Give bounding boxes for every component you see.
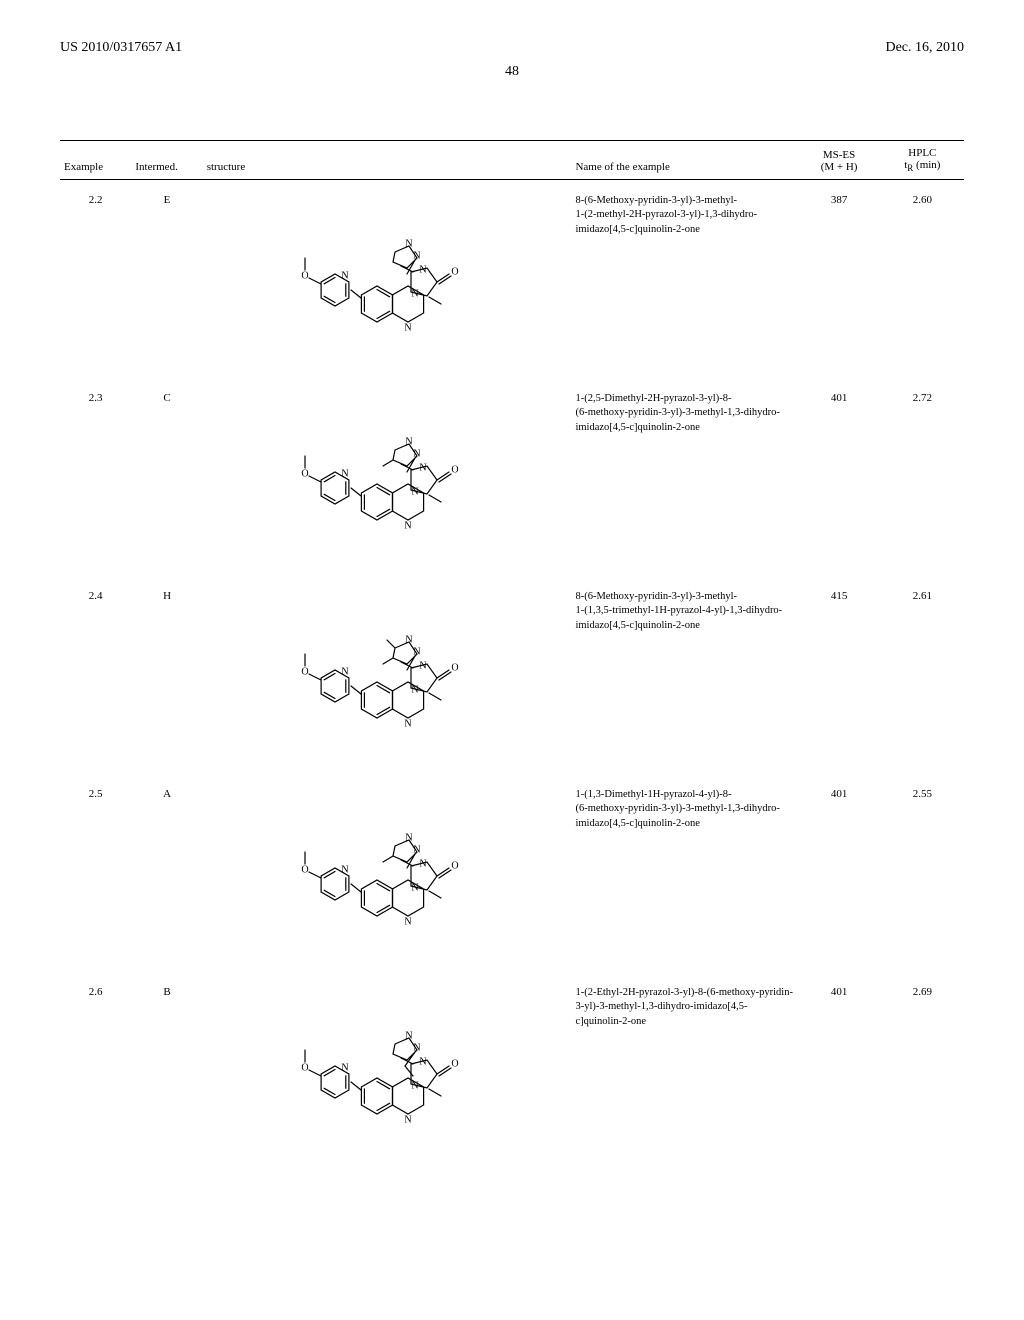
cell-hplc: 2.55	[881, 774, 964, 972]
svg-text:O: O	[451, 1058, 458, 1069]
cell-example: 2.2	[60, 180, 131, 379]
svg-text:N: N	[341, 1062, 348, 1073]
svg-text:N: N	[405, 436, 412, 447]
cell-ms: 415	[797, 576, 880, 774]
table-row: 2.4 H NNNONNNO 8-(6-Methoxy-pyridin-3-yl…	[60, 576, 964, 774]
svg-text:N: N	[341, 270, 348, 281]
cell-ms: 387	[797, 180, 880, 379]
svg-text:N: N	[404, 322, 411, 333]
cell-ms: 401	[797, 378, 880, 576]
svg-text:N: N	[413, 844, 420, 855]
svg-text:N: N	[411, 1080, 418, 1091]
cell-name: 1-(2,5-Dimethyl-2H-pyrazol-3-yl)-8-(6-me…	[571, 378, 797, 576]
col-hplc: HPLC tR (min)	[881, 141, 964, 180]
svg-text:O: O	[451, 464, 458, 475]
table-row: 2.3 C NNNONNNO 1-(2,5-Dimethyl-2H-pyrazo…	[60, 378, 964, 576]
cell-hplc: 2.72	[881, 378, 964, 576]
col-name: Name of the example	[571, 141, 797, 180]
cell-ms: 401	[797, 972, 880, 1170]
table-row: 2.6 B NNNONNNO 1-(2-Ethyl-2H-pyrazol-3-y…	[60, 972, 964, 1170]
patent-number: US 2010/0317657 A1	[60, 40, 182, 56]
cell-intermed: E	[131, 180, 202, 379]
cell-example: 2.3	[60, 378, 131, 576]
svg-text:N: N	[405, 634, 412, 645]
svg-text:N: N	[404, 520, 411, 531]
col-structure: structure	[203, 141, 572, 180]
table-row: 2.2 E NNNONNNO 8-(6-Methoxy-pyridin-3-yl…	[60, 180, 964, 379]
svg-text:O: O	[301, 270, 308, 281]
col-ms: MS-ES (M + H)	[797, 141, 880, 180]
cell-intermed: A	[131, 774, 202, 972]
cell-intermed: C	[131, 378, 202, 576]
cell-example: 2.4	[60, 576, 131, 774]
svg-text:N: N	[404, 718, 411, 729]
cell-name: 8-(6-Methoxy-pyridin-3-yl)-3-methyl-1-(2…	[571, 180, 797, 379]
cell-hplc: 2.60	[881, 180, 964, 379]
svg-text:O: O	[451, 860, 458, 871]
svg-text:O: O	[301, 1062, 308, 1073]
col-intermed: Intermed.	[131, 141, 202, 180]
cell-structure: NNNONNNO	[203, 972, 572, 1170]
svg-text:N: N	[405, 238, 412, 249]
page-header: US 2010/0317657 A1 Dec. 16, 2010	[60, 40, 964, 56]
svg-text:O: O	[301, 666, 308, 677]
svg-text:N: N	[419, 1056, 426, 1067]
svg-text:N: N	[413, 1042, 420, 1053]
svg-text:O: O	[451, 266, 458, 277]
svg-text:N: N	[404, 1114, 411, 1125]
svg-text:N: N	[419, 660, 426, 671]
svg-text:O: O	[301, 864, 308, 875]
svg-text:N: N	[413, 646, 420, 657]
patent-date: Dec. 16, 2010	[885, 40, 964, 56]
svg-text:O: O	[451, 662, 458, 673]
svg-text:N: N	[419, 858, 426, 869]
col-example: Example	[60, 141, 131, 180]
cell-structure: NNNONNNO	[203, 576, 572, 774]
svg-text:N: N	[413, 448, 420, 459]
svg-text:N: N	[411, 288, 418, 299]
cell-intermed: H	[131, 576, 202, 774]
cell-structure: NNNONNNO	[203, 180, 572, 379]
svg-text:N: N	[405, 1030, 412, 1041]
compound-table: Example Intermed. structure Name of the …	[60, 140, 964, 1170]
cell-example: 2.5	[60, 774, 131, 972]
svg-text:N: N	[404, 916, 411, 927]
svg-text:N: N	[413, 250, 420, 261]
cell-hplc: 2.69	[881, 972, 964, 1170]
svg-text:N: N	[411, 684, 418, 695]
svg-text:N: N	[419, 462, 426, 473]
cell-ms: 401	[797, 774, 880, 972]
cell-name: 8-(6-Methoxy-pyridin-3-yl)-3-methyl-1-(1…	[571, 576, 797, 774]
svg-text:N: N	[411, 486, 418, 497]
cell-name: 1-(2-Ethyl-2H-pyrazol-3-yl)-8-(6-methoxy…	[571, 972, 797, 1170]
svg-text:N: N	[419, 264, 426, 275]
cell-hplc: 2.61	[881, 576, 964, 774]
page-number: 48	[60, 64, 964, 80]
svg-text:N: N	[341, 864, 348, 875]
cell-intermed: B	[131, 972, 202, 1170]
cell-name: 1-(1,3-Dimethyl-1H-pyrazol-4-yl)-8-(6-me…	[571, 774, 797, 972]
table-row: 2.5 A NNNONNNO 1-(1,3-Dimethyl-1H-pyrazo…	[60, 774, 964, 972]
cell-structure: NNNONNNO	[203, 378, 572, 576]
svg-text:N: N	[341, 666, 348, 677]
svg-text:N: N	[411, 882, 418, 893]
svg-text:N: N	[341, 468, 348, 479]
cell-example: 2.6	[60, 972, 131, 1170]
svg-text:O: O	[301, 468, 308, 479]
cell-structure: NNNONNNO	[203, 774, 572, 972]
svg-text:N: N	[405, 832, 412, 843]
